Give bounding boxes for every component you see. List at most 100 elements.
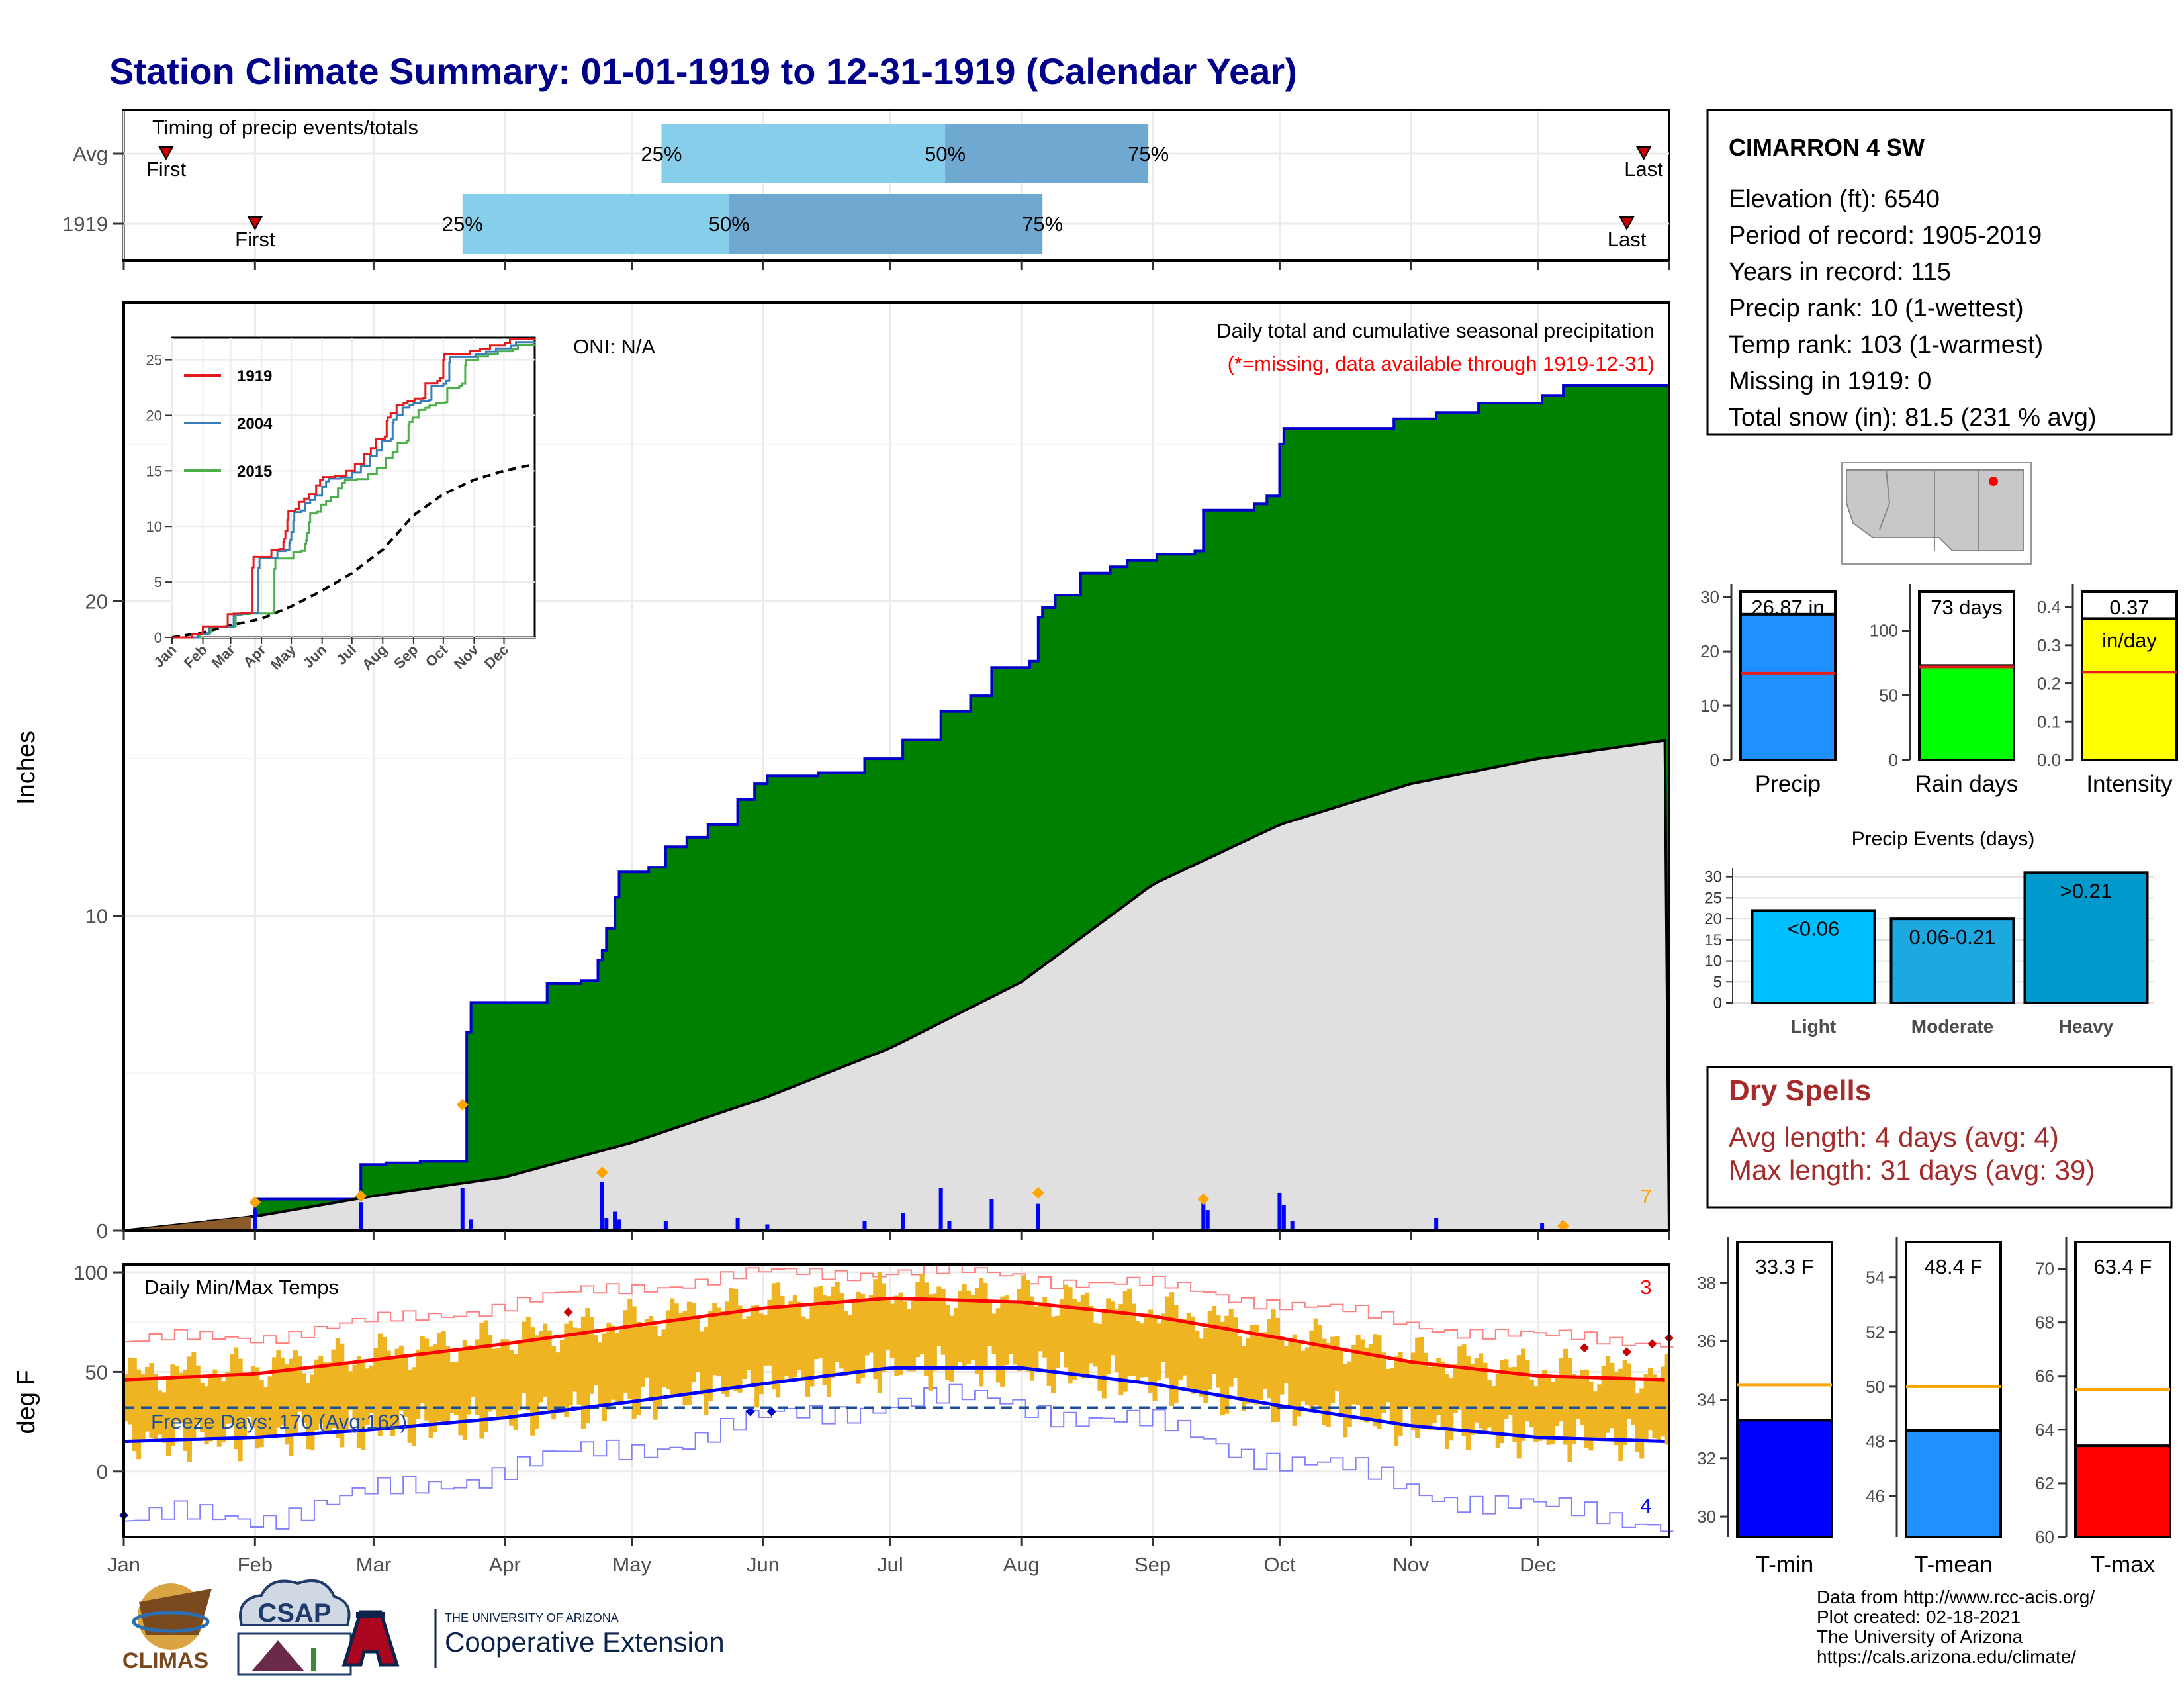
temp-summary-ytick-label: 34 (1697, 1389, 1716, 1409)
station-info: CIMARRON 4 SW Elevation (ft): 6540 Period… (1706, 109, 2173, 436)
daily-temp-bar (1457, 1346, 1463, 1410)
inset-ytick-label: 5 (154, 574, 162, 590)
daily-temp-bar (784, 1305, 789, 1376)
daily-temp-bar (1059, 1299, 1064, 1352)
summary-ytick-label: 10 (1700, 696, 1719, 716)
daily-temp-bar (538, 1330, 543, 1403)
daily-temp-bar (712, 1303, 717, 1376)
daily-temp-bar (864, 1300, 870, 1356)
precip-events-title: Precip Events (days) (1852, 828, 2035, 850)
daily-temp-bar (453, 1361, 459, 1416)
month-label: Apr (489, 1553, 521, 1576)
daily-temp-bar (551, 1346, 557, 1420)
daily-temp-bar (1106, 1298, 1111, 1374)
daily-temp-bar (868, 1294, 874, 1353)
daily-temp-bar (534, 1335, 539, 1429)
events-bar-1 (1889, 917, 2015, 1004)
daily-precip-bar (1290, 1221, 1295, 1231)
daily-temp-bar (407, 1369, 412, 1443)
daily-temp-bar (995, 1308, 1001, 1383)
daily-temp-bar (1555, 1376, 1560, 1427)
daily-temp-bar (670, 1298, 675, 1398)
daily-temp-bar (949, 1315, 954, 1382)
daily-temp-bar (352, 1364, 357, 1420)
daily-temp-bar (153, 1374, 158, 1440)
ua-top-text: THE UNIVERSITY OF ARIZONA (445, 1611, 619, 1624)
daily-temp-bar (161, 1392, 167, 1443)
daily-temp-bar (170, 1364, 175, 1446)
daily-temp-bar (962, 1284, 967, 1368)
daily-temp-bar (285, 1364, 290, 1445)
daily-temp-bar (780, 1295, 785, 1383)
daily-temp-bar (229, 1354, 234, 1424)
daily-temp-bar (1470, 1363, 1475, 1435)
summary-ytick-label: 0 (1710, 750, 1719, 770)
daily-temp-bar (771, 1283, 776, 1390)
daily-temp-bar (1046, 1303, 1052, 1386)
daily-temp-bar (974, 1288, 979, 1374)
daily-temp-bar (306, 1383, 311, 1450)
daily-temp-bar (1635, 1393, 1640, 1452)
month-label: Aug (1003, 1553, 1040, 1576)
timing-ticks (122, 261, 1670, 270)
daily-temp-bar (979, 1278, 984, 1387)
daily-temp-bar (1351, 1344, 1357, 1405)
precip-ytick-label: 20 (85, 590, 108, 613)
daily-temp-bar (1449, 1377, 1454, 1441)
daily-temp-bar (1343, 1364, 1348, 1438)
daily-temp-bar (1191, 1316, 1196, 1394)
daily-temp-bar (707, 1311, 713, 1401)
precip-ylabel: Inches (13, 731, 40, 805)
daily-temp-bar (1279, 1336, 1285, 1395)
daily-temp-bar (1250, 1325, 1255, 1399)
station-name: CIMARRON 4 SW (1729, 134, 1925, 161)
daily-temp-bar (750, 1305, 755, 1388)
daily-temp-bar (1009, 1303, 1014, 1354)
credit-line: The University of Arizona (1817, 1626, 2023, 1647)
daily-temp-bar (412, 1367, 417, 1447)
daily-temp-bar (1292, 1334, 1297, 1426)
timing-q50-label: 50% (709, 212, 750, 236)
daily-temp-bar (1486, 1380, 1492, 1428)
map-borders (1879, 469, 1979, 551)
summary-bar-name: Precip (1755, 771, 1821, 797)
daily-temp-bar (1068, 1287, 1073, 1384)
month-label: Feb (238, 1553, 273, 1576)
daily-temp-bar (1114, 1308, 1119, 1372)
timing-row-label: 1919 (62, 212, 108, 236)
daily-temp-bar (767, 1299, 772, 1366)
record-max-line (123, 1262, 1674, 1348)
daily-temp-bar (1182, 1319, 1187, 1376)
daily-temp-bar (1127, 1288, 1132, 1376)
daily-temp-bar (267, 1376, 273, 1436)
daily-temp-bar (242, 1372, 248, 1438)
daily-temp-bar (335, 1338, 340, 1438)
timing-q25-label: 25% (641, 142, 682, 165)
daily-temp-bar (314, 1359, 319, 1430)
events-ytick-label: 30 (1704, 868, 1722, 886)
daily-temp-bar (1389, 1368, 1394, 1423)
daily-temp-bar (479, 1323, 484, 1439)
temp-summary-ytick-label: 30 (1697, 1507, 1716, 1526)
inset-legend-label: 2015 (237, 463, 272, 481)
daily-temp-bar (678, 1313, 684, 1395)
daily-temp-bar (1064, 1284, 1069, 1368)
inset-year-lines (172, 338, 536, 639)
precip-ytick-label: 0 (97, 1219, 108, 1243)
daily-temp-bar (704, 1327, 709, 1416)
daily-temp-bar (602, 1333, 607, 1421)
daily-temp-bar (483, 1320, 488, 1432)
timing-q25-label: 25% (442, 212, 483, 236)
daily-temp-bar (665, 1310, 670, 1389)
daily-temp-bar (369, 1365, 375, 1413)
daily-temp-bar (674, 1303, 679, 1395)
daily-precip-bar (1205, 1210, 1210, 1231)
daily-temp-bar (433, 1344, 437, 1432)
temp-summary-ytick-label: 38 (1697, 1273, 1716, 1293)
daily-temp-bar (165, 1378, 171, 1456)
daily-temp-bar (953, 1307, 958, 1366)
daily-temp-bar (543, 1323, 548, 1397)
daily-temp-bar (1428, 1366, 1433, 1430)
daily-temp-bar (1461, 1344, 1467, 1436)
daily-temp-bar (568, 1320, 573, 1406)
